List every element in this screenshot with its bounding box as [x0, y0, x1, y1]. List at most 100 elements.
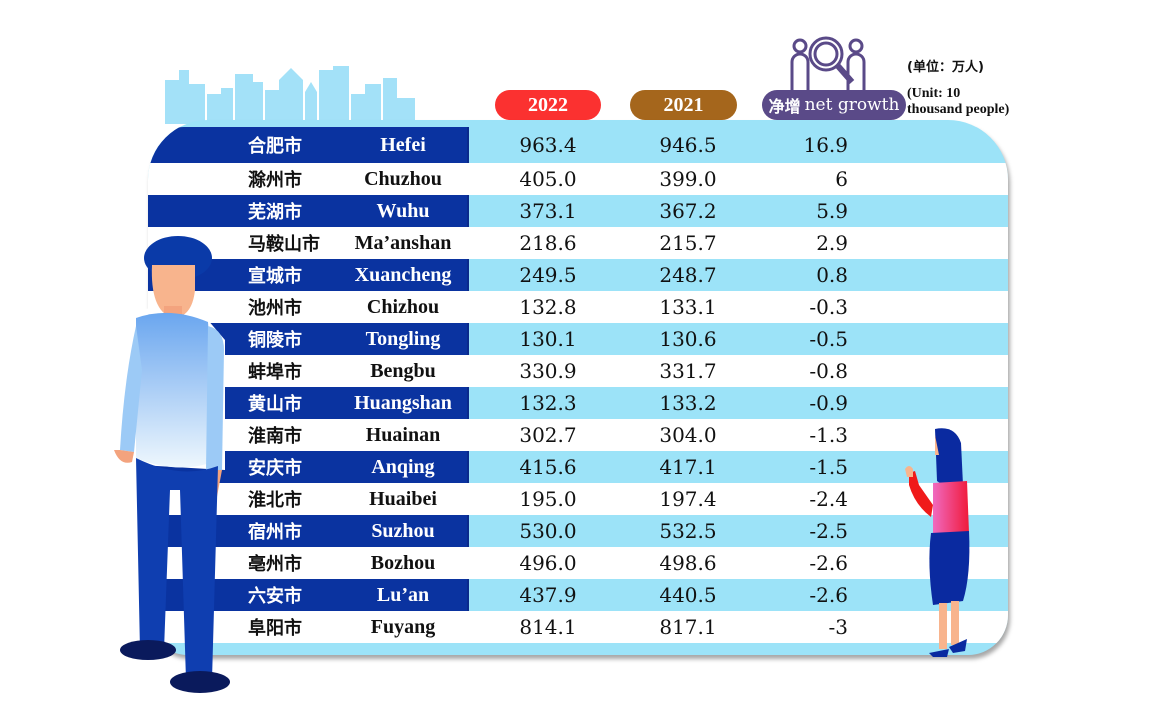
column-header-net-growth: 净增 net growth	[762, 90, 906, 120]
value-net-growth: 0.8	[816, 263, 848, 287]
city-name-cn: 阜阳市	[248, 618, 302, 639]
value-2021: 304.0	[659, 423, 717, 447]
value-net-growth: -2.5	[809, 519, 848, 543]
value-net-growth: -0.3	[809, 295, 848, 319]
value-2022: 195.0	[519, 487, 577, 511]
city-name-en: Wuhu	[376, 199, 430, 222]
value-net-growth: 5.9	[816, 199, 848, 223]
value-net-growth: -0.5	[809, 327, 848, 351]
city-name-cn: 蚌埠市	[248, 362, 302, 383]
net-growth-en-label: net growth	[804, 95, 900, 115]
unit-note-cn: (单位：万人)	[907, 60, 984, 75]
value-2021: 197.4	[659, 487, 717, 511]
table-row: 滁州市 Chuzhou 405.0 399.0 6	[148, 163, 1008, 195]
table-row: 黄山市 Huangshan 132.3 133.2 -0.9	[148, 387, 1008, 419]
table-body: 合肥市 Hefei 963.4 946.5 16.9 滁州市 Chuzhou 4…	[148, 127, 1008, 643]
value-2021: 946.5	[659, 133, 717, 157]
value-2021: 817.1	[659, 615, 717, 639]
value-2022: 218.6	[519, 231, 577, 255]
city-name-cn: 芜湖市	[248, 202, 302, 223]
city-name-en: Tongling	[365, 327, 441, 350]
unit-note-en-line1: (Unit: 10	[907, 86, 961, 101]
value-2022: 437.9	[519, 583, 577, 607]
city-name-cn: 宣城市	[248, 266, 302, 287]
value-2021: 367.2	[659, 199, 717, 223]
city-name-band	[148, 127, 469, 163]
table-row: 铜陵市 Tongling 130.1 130.6 -0.5	[148, 323, 1008, 355]
value-2022: 132.3	[519, 391, 577, 415]
city-name-en: Chuzhou	[364, 167, 442, 190]
value-2021: 331.7	[659, 359, 717, 383]
city-name-band	[148, 195, 469, 227]
value-2021: 440.5	[659, 583, 717, 607]
value-net-growth: -3	[828, 615, 848, 639]
value-2021: 130.6	[659, 327, 717, 351]
value-2022: 373.1	[519, 199, 577, 223]
city-name-en: Huaibei	[369, 487, 437, 510]
city-name-en: Chizhou	[366, 295, 440, 318]
net-growth-cn-label: 净增	[768, 97, 801, 116]
city-name-en: Huainan	[365, 423, 441, 446]
city-name-cn: 合肥市	[248, 136, 302, 157]
table-row: 马鞍山市 Ma’anshan 218.6 215.7 2.9	[148, 227, 1008, 259]
column-header-2021: 2021	[630, 90, 737, 120]
city-skyline-icon	[165, 66, 415, 124]
table-row: 淮南市 Huainan 302.7 304.0 -1.3	[148, 419, 1008, 451]
city-name-cn: 亳州市	[248, 554, 302, 575]
value-2022: 415.6	[519, 455, 577, 479]
city-name-cn: 六安市	[248, 586, 302, 607]
value-2022: 814.1	[519, 615, 577, 639]
value-net-growth: -1.5	[809, 455, 848, 479]
table-row: 宿州市 Suzhou 530.0 532.5 -2.5	[148, 515, 1008, 547]
value-net-growth: 6	[835, 167, 848, 191]
value-2022: 302.7	[519, 423, 577, 447]
value-net-growth: 16.9	[803, 133, 848, 157]
city-name-cn: 安庆市	[248, 458, 302, 479]
table-row: 亳州市 Bozhou 496.0 498.6 -2.6	[148, 547, 1008, 579]
table-row: 合肥市 Hefei 963.4 946.5 16.9	[148, 127, 1008, 163]
value-2022: 249.5	[519, 263, 577, 287]
table-row: 芜湖市 Wuhu 373.1 367.2 5.9	[148, 195, 1008, 227]
value-net-growth: -2.6	[809, 583, 848, 607]
value-2022: 130.1	[519, 327, 577, 351]
value-2021: 248.7	[659, 263, 717, 287]
value-net-growth: -2.4	[809, 487, 848, 511]
value-2022: 330.9	[519, 359, 577, 383]
table-row: 蚌埠市 Bengbu 330.9 331.7 -0.8	[148, 355, 1008, 387]
value-2021: 133.1	[659, 295, 717, 319]
city-name-cn: 滁州市	[248, 170, 302, 191]
value-2022: 132.8	[519, 295, 577, 319]
value-net-growth: -0.9	[809, 391, 848, 415]
table-row: 池州市 Chizhou 132.8 133.1 -0.3	[148, 291, 1008, 323]
table-row: 阜阳市 Fuyang 814.1 817.1 -3	[148, 611, 1008, 643]
table-row: 六安市 Lu’an 437.9 440.5 -2.6	[148, 579, 1008, 611]
city-name-cn: 淮北市	[248, 490, 302, 511]
city-name-en: Bozhou	[370, 551, 436, 574]
city-name-cn: 池州市	[248, 298, 302, 319]
value-2021: 498.6	[659, 551, 717, 575]
unit-note: (单位：万人) (Unit: 10 thousand people)	[907, 60, 1009, 118]
value-2022: 963.4	[519, 133, 577, 157]
value-2022: 405.0	[519, 167, 577, 191]
unit-note-en-line2: thousand people)	[907, 102, 1010, 117]
city-name-en: Lu’an	[376, 583, 430, 606]
value-net-growth: 2.9	[816, 231, 848, 255]
city-name-en: Xuancheng	[354, 263, 452, 286]
population-table: 合肥市 Hefei 963.4 946.5 16.9 滁州市 Chuzhou 4…	[148, 120, 1008, 655]
value-net-growth: -1.3	[809, 423, 848, 447]
city-name-cn: 马鞍山市	[248, 234, 320, 255]
city-name-cn: 宿州市	[248, 522, 302, 543]
table-row: 宣城市 Xuancheng 249.5 248.7 0.8	[148, 259, 1008, 291]
column-header-2022: 2022	[495, 90, 601, 120]
value-2022: 530.0	[519, 519, 577, 543]
city-name-en: Huangshan	[354, 391, 452, 414]
table-row: 淮北市 Huaibei 195.0 197.4 -2.4	[148, 483, 1008, 515]
city-name-en: Anqing	[371, 455, 435, 478]
value-2021: 133.2	[659, 391, 717, 415]
city-name-cn: 铜陵市	[248, 330, 302, 351]
people-magnifier-icon	[790, 36, 866, 92]
value-net-growth: -0.8	[809, 359, 848, 383]
value-2021: 417.1	[659, 455, 717, 479]
city-name-en: Ma’anshan	[354, 231, 452, 254]
value-net-growth: -2.6	[809, 551, 848, 575]
